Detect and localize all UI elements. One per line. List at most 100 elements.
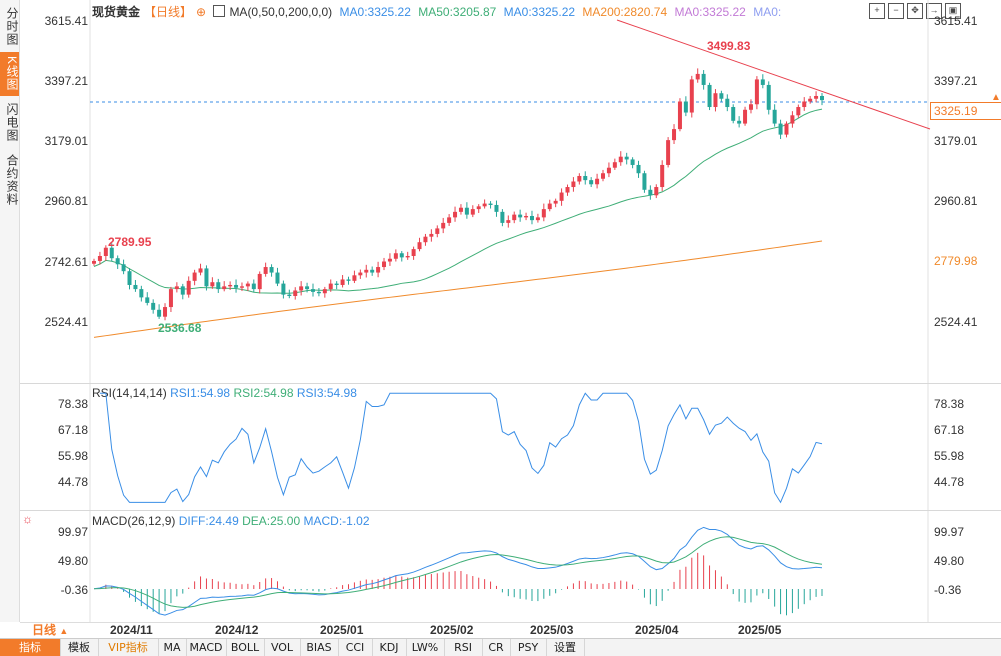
candle-body	[423, 236, 428, 243]
left-axis-label: 2960.81	[44, 194, 88, 208]
macd-value: MACD:-1.02	[303, 514, 370, 528]
tab-contract-info[interactable]: 合约资料	[5, 154, 19, 206]
candle-body	[263, 267, 268, 274]
rsi1-value: RSI1:54.98	[170, 386, 231, 400]
candle-body	[174, 286, 179, 290]
candle-body	[334, 283, 339, 285]
candle-body	[707, 84, 712, 108]
fullscreen-icon[interactable]: ▣	[945, 3, 961, 19]
tab-flash-chart[interactable]: 闪电图	[5, 102, 19, 142]
candle-body	[737, 120, 742, 124]
candle-body	[565, 187, 570, 193]
candle-body	[186, 280, 191, 295]
candle-body	[157, 309, 162, 317]
tab-psy[interactable]: PSY	[510, 639, 547, 656]
candle-body	[577, 175, 582, 182]
left-axis-label: 3179.01	[44, 134, 88, 148]
candle-body	[127, 271, 132, 285]
candle-body	[571, 181, 576, 188]
rsi-axis-label: 55.98	[57, 449, 88, 463]
candle-body	[601, 173, 606, 179]
macd-axis-label: 99.97	[57, 525, 88, 539]
rsi-line	[99, 392, 823, 504]
candle-body	[204, 268, 209, 287]
tab-lw[interactable]: LW%	[406, 639, 445, 656]
candle-body	[464, 207, 469, 215]
tab-vol[interactable]: VOL	[264, 639, 301, 656]
candle-body	[642, 173, 647, 190]
candle-body	[216, 282, 221, 290]
candle-body	[666, 140, 671, 165]
candle-body	[743, 109, 748, 124]
settings-circle-icon[interactable]: ⊕	[196, 5, 207, 19]
candle-body	[387, 258, 392, 262]
period-selector[interactable]: 日线 ▲	[20, 623, 90, 638]
tab-indicator[interactable]: 指标	[0, 639, 61, 656]
time-axis	[20, 622, 1001, 639]
tab-cr[interactable]: CR	[482, 639, 511, 656]
chart-toolbar: + − ✥ → ▣	[866, 2, 961, 19]
rsi-title: RSI(14,14,14)	[92, 386, 167, 400]
rsi-axis-label: 55.98	[934, 449, 965, 463]
macd-chart[interactable]	[0, 511, 1001, 622]
candle-body	[287, 294, 292, 297]
tab-kdj[interactable]: KDJ	[372, 639, 407, 656]
rsi-legend: RSI(14,14,14) RSI1:54.98 RSI2:54.98 RSI3…	[92, 386, 357, 400]
candle-body	[198, 268, 203, 273]
rsi-axis-label: 44.78	[934, 475, 965, 489]
rsi-axis-label: 44.78	[57, 475, 88, 489]
candle-body	[654, 187, 659, 196]
zoom-in-icon[interactable]: +	[869, 3, 885, 19]
move-icon[interactable]: ✥	[907, 3, 923, 19]
candle-body	[814, 95, 819, 99]
candle-body	[281, 283, 286, 295]
rsi-chart[interactable]	[0, 384, 1001, 510]
left-axis-label: 3615.41	[44, 14, 88, 28]
candle-body	[820, 95, 824, 101]
candle-body	[393, 253, 398, 259]
candle-body	[808, 98, 813, 102]
price-chart[interactable]: 3499.83 2789.95 2536.68	[0, 0, 1001, 383]
ma-params: MA(0,50,0,200,0,0)	[229, 5, 333, 19]
candle-body	[695, 73, 700, 80]
indicator-settings-icon[interactable]: ☼	[22, 512, 33, 526]
candle-body	[547, 203, 552, 210]
candle-body	[725, 98, 730, 108]
zoom-out-icon[interactable]: −	[888, 3, 904, 19]
candle-body	[180, 286, 185, 295]
tab-template[interactable]: 模板	[60, 639, 99, 656]
candle-body	[778, 123, 783, 135]
price-legend: 现货黄金 【日线】 ⊕ MA(0,50,0,200,0,0) MA0:3325.22…	[92, 3, 785, 19]
tab-time-chart[interactable]: 分时图	[5, 6, 19, 46]
tab-rsi[interactable]: RSI	[444, 639, 483, 656]
tab-kline-chart[interactable]: K线图	[0, 52, 19, 96]
tab-boll[interactable]: BOLL	[226, 639, 265, 656]
candle-body	[784, 123, 789, 135]
period-label[interactable]: 【日线】	[144, 5, 193, 19]
tab-settings[interactable]: 设置	[546, 639, 585, 656]
tab-macd[interactable]: MACD	[186, 639, 227, 656]
candle-body	[97, 256, 102, 261]
macd-legend: MACD(26,12,9) DIFF:24.49 DEA:25.00 MACD:…	[92, 514, 370, 528]
tab-bias[interactable]: BIAS	[300, 639, 339, 656]
candle-body	[470, 209, 475, 215]
candle-body	[257, 273, 262, 290]
candle-body	[541, 209, 546, 218]
date-label: 2025/02	[430, 623, 474, 637]
ma-item-2: MA0:3325.22	[503, 5, 576, 19]
price-arrow-icon[interactable]: ▲	[991, 92, 1001, 103]
period-selector-label: 日线	[32, 623, 57, 637]
candle-body	[222, 286, 227, 290]
candle-body	[731, 107, 736, 121]
tab-vip-indicator[interactable]: VIP指标	[98, 639, 159, 656]
candle-body	[115, 258, 120, 265]
candle-body	[494, 204, 499, 212]
candle-body	[583, 175, 588, 181]
move-right-icon[interactable]: →	[926, 3, 942, 19]
tab-ma[interactable]: MA	[158, 639, 187, 656]
ma-chart-icon[interactable]	[213, 5, 226, 17]
tab-cci[interactable]: CCI	[338, 639, 373, 656]
candle-body	[453, 211, 458, 218]
candle-body	[376, 267, 381, 273]
diff-value: DIFF:24.49	[178, 514, 239, 528]
